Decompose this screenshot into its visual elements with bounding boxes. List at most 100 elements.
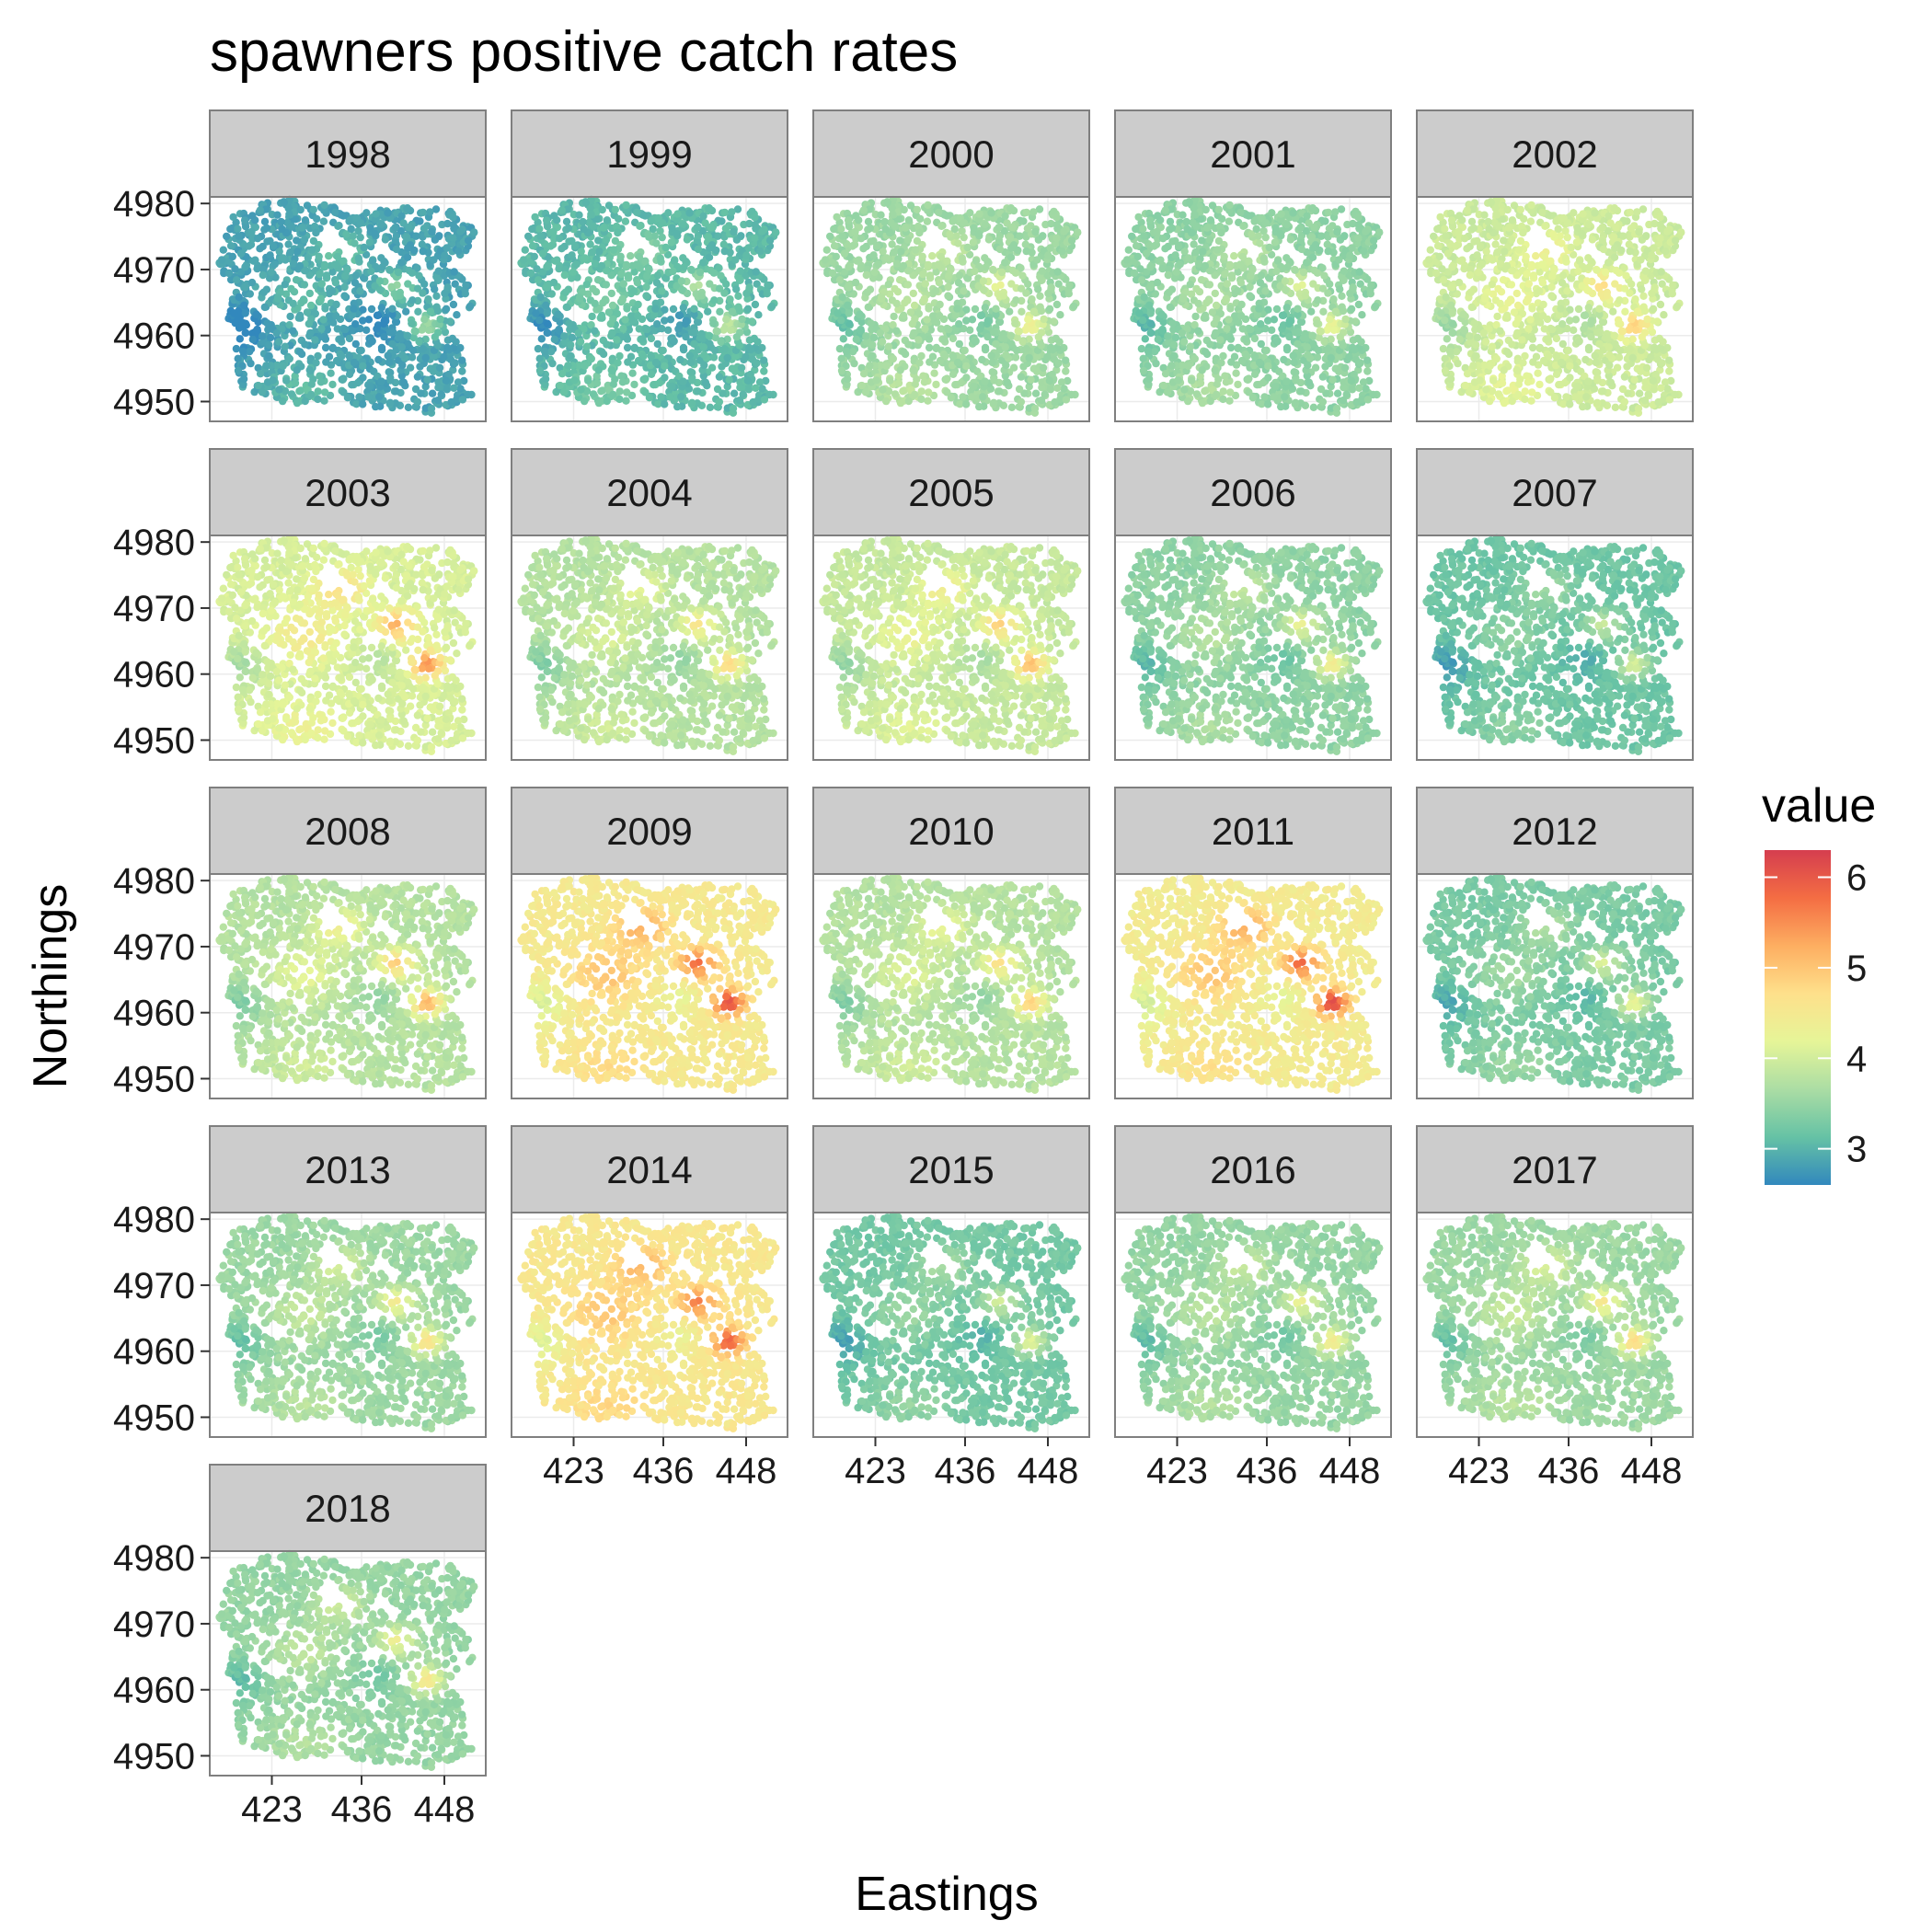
data-point (648, 335, 655, 342)
data-point (1065, 282, 1073, 289)
data-point (662, 244, 670, 251)
data-point (292, 379, 299, 386)
data-point (311, 336, 318, 343)
data-point (933, 345, 940, 352)
data-point (696, 269, 704, 276)
data-point (278, 225, 285, 233)
data-point (983, 333, 991, 340)
data-point (852, 212, 859, 219)
data-point (894, 288, 902, 295)
data-point (620, 280, 627, 287)
data-point (925, 388, 932, 396)
data-point (378, 221, 385, 228)
data-point (609, 302, 616, 309)
data-point (890, 248, 897, 256)
data-point (535, 276, 542, 283)
data-point (839, 293, 846, 301)
data-point (845, 329, 853, 337)
data-point (823, 247, 831, 254)
data-point (357, 219, 364, 226)
data-point (320, 218, 328, 225)
data-point (550, 212, 558, 219)
data-point (733, 333, 741, 340)
data-point (332, 279, 339, 286)
data-point (990, 399, 997, 407)
data-point (307, 391, 315, 398)
facet-strip-label: 1999 (606, 132, 692, 176)
data-point (436, 364, 443, 372)
data-point (653, 320, 661, 328)
data-point (447, 398, 454, 406)
data-point (690, 340, 697, 348)
data-point (266, 251, 273, 259)
data-point (254, 235, 261, 242)
data-point (375, 393, 383, 400)
data-point (358, 347, 365, 354)
data-point (225, 270, 233, 277)
data-point (670, 305, 677, 313)
data-point (752, 301, 759, 308)
data-point (1152, 360, 1159, 367)
data-point (1363, 357, 1371, 364)
data-point (623, 261, 630, 269)
data-point (302, 397, 309, 405)
data-point (890, 355, 897, 362)
data-point (592, 288, 600, 295)
data-point (709, 319, 717, 327)
data-point (536, 232, 544, 239)
data-point (985, 236, 993, 243)
data-point (425, 327, 432, 334)
data-point (1002, 343, 1009, 351)
data-point (910, 366, 917, 374)
data-point (1292, 376, 1299, 384)
data-point (924, 397, 931, 405)
data-point (845, 216, 852, 224)
data-point (293, 236, 300, 244)
y-tick-label: 4980 (113, 184, 195, 224)
data-point (717, 272, 724, 280)
data-point (673, 210, 681, 217)
data-point (393, 246, 400, 253)
data-point (1147, 329, 1155, 337)
data-point (753, 268, 760, 275)
data-point (616, 387, 624, 395)
data-point (1036, 293, 1043, 300)
data-point (1315, 347, 1322, 354)
data-point (259, 271, 267, 279)
data-point (527, 270, 535, 277)
data-point (970, 383, 977, 390)
data-point (562, 289, 569, 296)
data-point (883, 254, 891, 261)
data-point (659, 234, 666, 241)
data-point (319, 316, 327, 323)
data-point (1024, 316, 1031, 323)
data-point (661, 374, 668, 381)
data-point (844, 375, 851, 383)
data-point (650, 225, 657, 233)
data-point (1128, 233, 1135, 240)
data-point (877, 212, 884, 219)
data-point (320, 201, 328, 209)
data-point (558, 245, 565, 252)
data-point (893, 300, 901, 307)
data-point (1138, 345, 1145, 352)
data-point (374, 356, 382, 363)
data-point (229, 213, 236, 221)
data-point (744, 377, 752, 385)
data-point (1146, 263, 1154, 270)
data-point (241, 283, 248, 291)
data-point (1052, 213, 1060, 221)
data-point (1234, 381, 1241, 388)
data-point (450, 385, 457, 392)
data-point (420, 224, 428, 232)
data-point (220, 247, 227, 254)
data-point (575, 212, 582, 219)
data-point (1060, 385, 1067, 392)
data-point (1154, 212, 1161, 219)
facet-strip-label: 2001 (1210, 132, 1295, 176)
data-point (233, 276, 240, 283)
data-point (1248, 266, 1256, 273)
data-point (267, 334, 274, 341)
data-point (538, 335, 546, 342)
data-point (420, 209, 427, 216)
